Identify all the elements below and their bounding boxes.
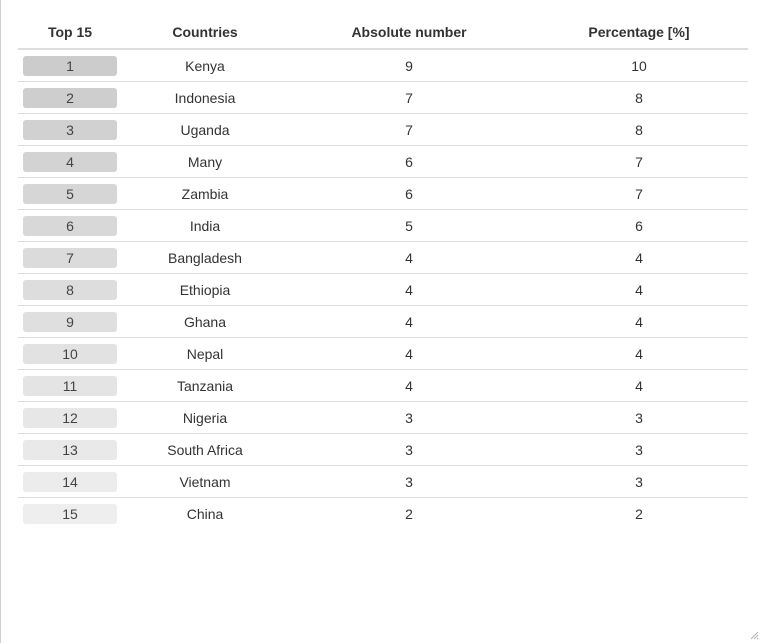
header-country[interactable]: Countries: [122, 16, 288, 50]
rank-badge: 6: [23, 215, 117, 236]
rank-badge: 4: [23, 151, 117, 172]
rank-cell: 1: [18, 49, 122, 82]
table-row: 10 Nepal 4 4: [18, 337, 748, 370]
absolute-number-cell: 3: [288, 465, 530, 498]
country-cell: Nigeria: [122, 401, 288, 434]
percentage-cell: 7: [530, 145, 748, 178]
table-body: 1 Kenya 9 10 2 Indonesia 7 8 3 Uganda 7 8 4 Many 6 7 5 Za…: [18, 49, 748, 529]
percentage-cell: 4: [530, 369, 748, 402]
table-row: 4 Many 6 7: [18, 145, 748, 178]
header-rank[interactable]: Top 15: [18, 16, 122, 50]
percentage-cell: 4: [530, 273, 748, 306]
rank-badge: 2: [23, 87, 117, 108]
rank-cell: 3: [18, 113, 122, 146]
percentage-cell: 3: [530, 401, 748, 434]
percentage-cell: 4: [530, 305, 748, 338]
table-row: 14 Vietnam 3 3: [18, 465, 748, 498]
table-row: 15 China 2 2: [18, 498, 748, 530]
table-row: 1 Kenya 9 10: [18, 49, 748, 82]
top-countries-table: Top 15 Countries Absolute number Percent…: [18, 16, 748, 529]
country-cell: Tanzania: [122, 369, 288, 402]
absolute-number-cell: 4: [288, 241, 530, 274]
rank-cell: 9: [18, 305, 122, 338]
rank-cell: 8: [18, 273, 122, 306]
absolute-number-cell: 2: [405, 505, 413, 522]
rank-cell: 15: [18, 498, 122, 530]
percentage-cell: 8: [530, 81, 748, 114]
table-row: 3 Uganda 7 8: [18, 113, 748, 146]
country-cell: Bangladesh: [122, 241, 288, 274]
rank-cell: 7: [18, 241, 122, 274]
rank-cell: 14: [18, 465, 122, 498]
country-cell: China: [186, 505, 224, 522]
rank-badge: 1: [23, 55, 117, 76]
table-row: 13 South Africa 3 3: [18, 433, 748, 466]
percentage-cell: 6: [530, 209, 748, 242]
rank-badge: 9: [23, 311, 117, 332]
country-cell: South Africa: [122, 433, 288, 466]
country-cell: Ethiopia: [122, 273, 288, 306]
rank-cell: 12: [18, 401, 122, 434]
country-cell: Many: [122, 145, 288, 178]
header-absolute-number[interactable]: Absolute number: [288, 16, 530, 50]
rank-badge: 14: [23, 471, 117, 492]
absolute-number-cell: 4: [288, 273, 530, 306]
absolute-number-cell: 3: [288, 401, 530, 434]
resize-grip-icon[interactable]: [749, 630, 759, 640]
percentage-cell: 3: [530, 433, 748, 466]
table-row: 2 Indonesia 7 8: [18, 81, 748, 114]
rank-cell: 13: [18, 433, 122, 466]
absolute-number-cell: 3: [288, 433, 530, 466]
percentage-cell: 3: [530, 465, 748, 498]
rank-badge: 7: [23, 247, 117, 268]
table-header-row: Top 15 Countries Absolute number Percent…: [18, 16, 748, 50]
country-cell: Vietnam: [122, 465, 288, 498]
absolute-number-cell: 7: [288, 81, 530, 114]
table-row: 5 Zambia 6 7: [18, 177, 748, 210]
rank-badge: 8: [23, 279, 117, 300]
rank-badge: 11: [23, 375, 117, 396]
rank-cell: 5: [18, 177, 122, 210]
absolute-number-cell: 7: [288, 113, 530, 146]
country-cell: Ghana: [122, 305, 288, 338]
absolute-number-cell: 4: [288, 305, 530, 338]
rank-cell: 6: [18, 209, 122, 242]
absolute-number-cell: 4: [288, 369, 530, 402]
rank-badge: 3: [23, 119, 117, 140]
country-cell: India: [122, 209, 288, 242]
country-cell: Kenya: [122, 49, 288, 82]
percentage-cell: 8: [530, 113, 748, 146]
percentage-cell: 2: [635, 505, 643, 522]
rank-cell: 11: [18, 369, 122, 402]
absolute-number-cell: 9: [288, 49, 530, 82]
percentage-cell: 4: [530, 241, 748, 274]
rank-cell: 2: [18, 81, 122, 114]
rank-badge: 13: [23, 439, 117, 460]
absolute-number-cell: 5: [288, 209, 530, 242]
header-percentage[interactable]: Percentage [%]: [530, 16, 748, 50]
percentage-cell: 10: [530, 49, 748, 82]
percentage-cell: 4: [530, 337, 748, 370]
country-cell: Indonesia: [122, 81, 288, 114]
table-row: 12 Nigeria 3 3: [18, 401, 748, 434]
rank-badge: 10: [23, 343, 117, 364]
table-row: 8 Ethiopia 4 4: [18, 273, 748, 306]
percentage-cell: 7: [530, 177, 748, 210]
rank-cell: 10: [18, 337, 122, 370]
rank-badge: 5: [23, 183, 117, 204]
table-row: 11 Tanzania 4 4: [18, 369, 748, 402]
absolute-number-cell: 6: [288, 145, 530, 178]
table-row: 9 Ghana 4 4: [18, 305, 748, 338]
country-cell: Uganda: [122, 113, 288, 146]
rank-badge: 15: [23, 503, 117, 524]
absolute-number-cell: 6: [288, 177, 530, 210]
rank-cell: 4: [18, 145, 122, 178]
country-cell: Nepal: [122, 337, 288, 370]
country-cell: Zambia: [122, 177, 288, 210]
table-row: 6 India 5 6: [18, 209, 748, 242]
absolute-number-cell: 4: [288, 337, 530, 370]
table-row: 7 Bangladesh 4 4: [18, 241, 748, 274]
rank-badge: 12: [23, 407, 117, 428]
